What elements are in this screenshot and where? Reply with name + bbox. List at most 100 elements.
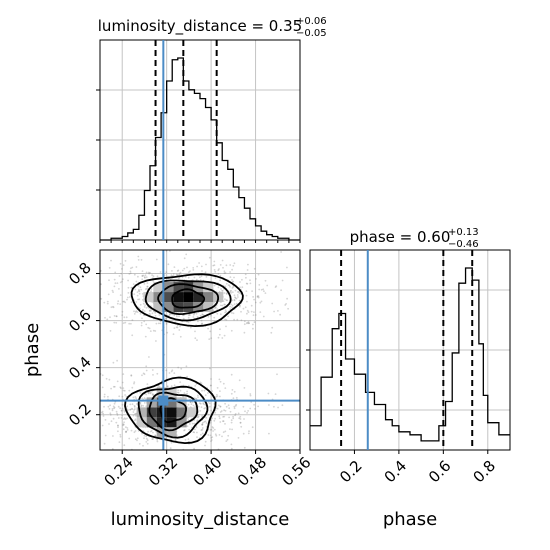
joint-scatter-point bbox=[225, 299, 228, 302]
joint-scatter-point bbox=[216, 387, 219, 389]
joint-density-cell bbox=[163, 302, 174, 313]
joint-scatter-point bbox=[243, 320, 246, 323]
phase-histogram-panel: 0.2 0.4 0.6 0.8 bbox=[306, 249, 511, 486]
joint-scatter-point bbox=[107, 395, 109, 398]
joint-scatter-point bbox=[132, 396, 135, 399]
joint-scatter-point bbox=[186, 375, 189, 378]
joint-scatter-point bbox=[219, 395, 221, 398]
joint-scatter-point bbox=[229, 276, 232, 278]
joint-scatter-point bbox=[138, 298, 141, 301]
joint-scatter-point bbox=[139, 402, 142, 405]
joint-contour-upper-3 bbox=[130, 273, 244, 328]
joint-scatter-point bbox=[121, 381, 124, 384]
joint-scatter-point bbox=[259, 301, 262, 304]
joint-scatter-point bbox=[145, 271, 148, 274]
joint-scatter-point bbox=[173, 327, 176, 329]
joint-scatter-point bbox=[208, 338, 211, 340]
joint-scatter-point bbox=[166, 331, 169, 334]
joint-scatter-point bbox=[167, 263, 170, 266]
joint-scatter-point bbox=[125, 316, 128, 319]
joint-scatter-point bbox=[228, 284, 231, 287]
joint-scatter-point bbox=[133, 406, 136, 408]
joint-scatter-point bbox=[177, 389, 180, 392]
joint-scatter-point bbox=[115, 421, 118, 424]
joint-scatter-point bbox=[231, 291, 234, 294]
joint-scatter-point bbox=[135, 301, 138, 303]
joint-scatter-point bbox=[211, 426, 214, 428]
joint-scatter-point bbox=[113, 285, 116, 288]
joint-scatter-point bbox=[143, 306, 146, 308]
joint-scatter-point bbox=[112, 417, 115, 420]
joint-scatter-point bbox=[201, 423, 204, 426]
joint-scatter-point bbox=[147, 392, 150, 395]
joint-scatter-point bbox=[100, 297, 103, 300]
joint-scatter-point bbox=[108, 378, 111, 381]
joint-scatter-point bbox=[174, 438, 177, 441]
joint-scatter-point bbox=[122, 264, 125, 266]
joint-scatter-point bbox=[254, 301, 257, 304]
joint-scatter-point bbox=[197, 394, 199, 397]
joint-scatter-point bbox=[130, 429, 133, 432]
joint-scatter-point bbox=[155, 258, 158, 261]
joint-scatter-point bbox=[101, 374, 104, 377]
joint-scatter-point bbox=[155, 340, 157, 342]
joint-scatter-point bbox=[124, 394, 126, 396]
joint-scatter-point bbox=[226, 299, 229, 302]
joint-scatter-point bbox=[172, 274, 175, 277]
joint-density-cell bbox=[136, 407, 147, 418]
joint-scatter-point bbox=[237, 437, 240, 439]
joint-scatter-point bbox=[122, 300, 125, 303]
joint-scatter-point bbox=[205, 276, 208, 278]
joint-scatter-point bbox=[116, 412, 118, 415]
joint-scatter-point bbox=[257, 296, 260, 299]
joint-scatter-point bbox=[151, 438, 154, 440]
joint-scatter-point bbox=[220, 410, 223, 412]
joint-scatter-point bbox=[113, 406, 116, 409]
joint-scatter-point bbox=[141, 317, 143, 320]
joint-scatter-point bbox=[123, 409, 125, 412]
joint-scatter-point bbox=[236, 291, 239, 293]
joint-scatter-point bbox=[109, 316, 111, 319]
joint-scatter-point bbox=[121, 403, 124, 406]
joint-scatter-point bbox=[245, 282, 248, 285]
joint-scatter-point bbox=[137, 290, 140, 292]
joint-scatter-point bbox=[254, 314, 257, 316]
joint-scatter-point bbox=[196, 436, 198, 438]
joint-scatter-point bbox=[218, 417, 221, 420]
joint-scatter-point bbox=[252, 314, 255, 317]
joint-scatter-point bbox=[230, 303, 233, 306]
joint-scatter-point bbox=[113, 407, 115, 410]
joint-density-cell bbox=[143, 292, 154, 303]
joint-scatter-point bbox=[126, 405, 128, 408]
joint-scatter-point bbox=[170, 274, 173, 276]
joint-scatter-point bbox=[164, 317, 167, 319]
joint-scatter-point bbox=[122, 373, 125, 375]
joint-ytick-label-0: 0.2 bbox=[65, 400, 95, 430]
joint-scatter-point bbox=[142, 274, 145, 277]
joint-scatter-point bbox=[207, 327, 210, 330]
joint-scatter-point bbox=[225, 440, 228, 442]
joint-scatter-point bbox=[150, 429, 153, 432]
joint-truth-marker bbox=[158, 395, 169, 406]
joint-scatter-point bbox=[144, 274, 147, 277]
joint-scatter-point bbox=[188, 271, 190, 273]
joint-scatter-point bbox=[107, 293, 110, 296]
joint-scatter-point bbox=[126, 298, 128, 301]
x-axis-label-luminosity-distance: luminosity_distance bbox=[111, 509, 290, 530]
joint-scatter-point bbox=[110, 306, 113, 309]
joint-scatter-point bbox=[150, 288, 153, 290]
joint-scatter-point bbox=[103, 395, 106, 398]
joint-scatter-point bbox=[123, 389, 126, 392]
joint-scatter-point bbox=[156, 275, 159, 278]
joint-scatter-point bbox=[152, 431, 154, 434]
joint-scatter-point bbox=[201, 415, 204, 417]
joint-scatter-point bbox=[233, 299, 236, 302]
joint-scatter-point bbox=[214, 411, 217, 414]
joint-scatter-point bbox=[140, 324, 143, 327]
joint-scatter-point bbox=[232, 312, 235, 315]
joint-scatter-point bbox=[171, 270, 173, 272]
joint-scatter-point bbox=[252, 323, 254, 326]
joint-scatter-point bbox=[132, 411, 135, 413]
joint-scatter-point bbox=[108, 423, 110, 425]
joint-scatter-point bbox=[131, 407, 133, 410]
